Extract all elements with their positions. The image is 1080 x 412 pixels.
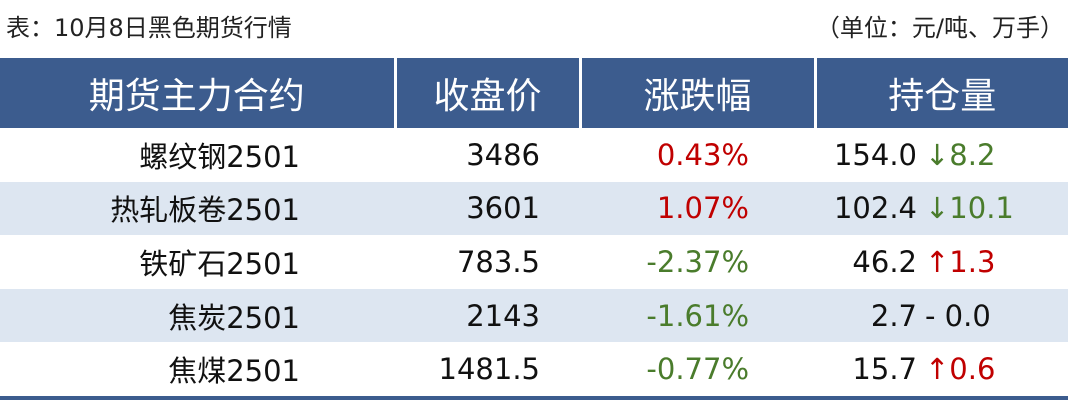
open-interest-cell: 154.0 ↓8.2 [815,128,1068,182]
change-pct: 1.07% [580,181,815,236]
open-interest-cell: 2.7- 0.0 [815,288,1068,343]
header-cell: 涨跌幅 [578,58,815,128]
open-interest-cell: 102.4 ↓10.1 [815,181,1068,236]
open-interest: 154.0 [833,137,917,172]
open-interest: 46.2 [852,244,917,279]
row: 热轧板卷2501 3601 1.07% 102.4 ↓10.1 [0,181,1068,236]
row: 铁矿石2501 783.5 -2.37% 46.2 ↑1.3 [0,235,1068,289]
header-cell: 持仓量 [813,58,1068,128]
caption-unit: （单位：元/吨、万手） [815,14,1064,42]
caption-title: 表：10月8日黑色期货行情 [6,14,292,42]
row: 焦炭2501 2143 -1.61% 2.7- 0.0 [0,288,1068,343]
close-price: 3601 [395,181,580,236]
contract: 焦煤2501 [0,342,395,400]
open-interest: 2.7 [870,298,917,333]
close-price: 1481.5 [395,342,580,400]
open-interest-cell: 46.2 ↑1.3 [815,235,1068,289]
table: 期货主力合约 收盘价 涨跌幅 持仓量 螺纹钢2501 3486 0.43% 15… [0,58,1068,400]
oi-change: ↑1.3 [925,244,996,279]
header-cell: 期货主力合约 [0,58,395,128]
open-interest: 102.4 [833,191,917,226]
contract: 螺纹钢2501 [139,139,300,174]
contract: 焦炭2501 [0,288,395,343]
oi-change: ↓10.1 [925,191,1014,226]
header-row: 期货主力合约 收盘价 涨跌幅 持仓量 [0,58,1068,128]
change-pct: -2.37% [646,244,749,279]
contract: 热轧板卷2501 [0,181,395,236]
open-interest: 15.7 [852,352,917,387]
oi-change: - 0.0 [925,298,991,333]
change-pct: -1.61% [580,288,815,343]
contract: 铁矿石2501 [139,246,300,281]
row: 焦煤2501 1481.5 -0.77% 15.7 ↑0.6 [0,342,1068,400]
row: 螺纹钢2501 3486 0.43% 154.0 ↓8.2 [0,128,1068,182]
oi-change: ↓8.2 [925,137,996,172]
change-pct: -0.77% [580,342,815,400]
close-price: 2143 [395,288,580,343]
open-interest-cell: 15.7 ↑0.6 [815,342,1068,400]
close-price: 3486 [466,137,540,172]
change-pct: 0.43% [656,137,749,172]
oi-change: ↑0.6 [925,352,996,387]
header-cell: 收盘价 [393,58,580,128]
close-price: 783.5 [456,244,540,279]
